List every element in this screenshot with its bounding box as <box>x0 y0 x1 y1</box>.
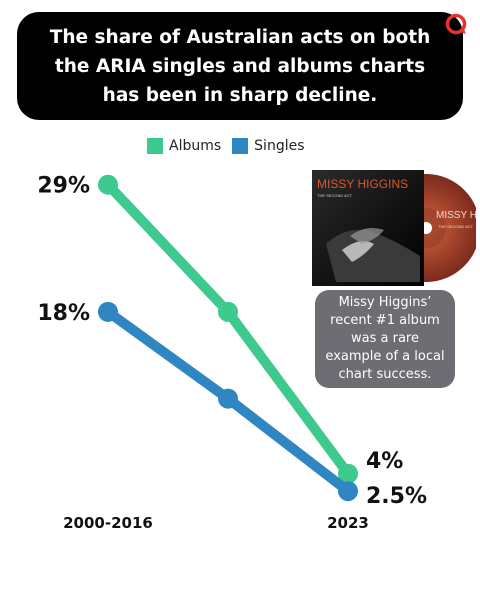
chart-legend: Albums Singles <box>147 136 316 156</box>
legend-item-albums: Albums <box>147 138 221 154</box>
legend-item-singles: Singles <box>232 138 305 154</box>
data-label-singles-0: 18% <box>37 301 90 326</box>
disc-subtitle: THE SECOND ACT <box>438 224 474 229</box>
data-point-singles-1 <box>218 388 238 409</box>
data-point-albums-2 <box>338 463 358 484</box>
data-point-albums-0 <box>98 174 118 195</box>
album-cover-image: MISSY HIGGINS THE SECOND ACT MISSY HIGGI… <box>312 170 476 286</box>
cover-title: MISSY HIGGINS <box>317 177 408 191</box>
x-tick-label-1: 2023 <box>327 514 369 532</box>
legend-swatch-singles <box>232 138 249 154</box>
cover-subtitle: THE SECOND ACT <box>317 193 353 198</box>
callout-box: Missy Higgins’ recent #1 album was a rar… <box>315 290 455 388</box>
callout-text: Missy Higgins’ recent #1 album was a rar… <box>325 295 445 382</box>
data-point-singles-0 <box>98 301 118 322</box>
legend-label-albums: Albums <box>169 138 222 154</box>
data-point-albums-1 <box>218 301 238 322</box>
data-label-singles-2: 2.5% <box>366 484 427 509</box>
data-label-albums-2: 4% <box>366 449 403 474</box>
data-point-singles-2 <box>338 481 358 502</box>
x-tick-label-0: 2000-2016 <box>63 514 153 532</box>
headline-banner: The share of Australian acts on both the… <box>17 12 463 120</box>
disc-title: MISSY HIGGINS <box>436 210 476 221</box>
headline-text: The share of Australian acts on both the… <box>49 26 431 106</box>
data-label-albums-0: 29% <box>37 174 90 199</box>
legend-swatch-albums <box>147 138 163 154</box>
speech-bubble-logo-icon <box>445 13 467 35</box>
legend-label-singles: Singles <box>254 138 305 154</box>
